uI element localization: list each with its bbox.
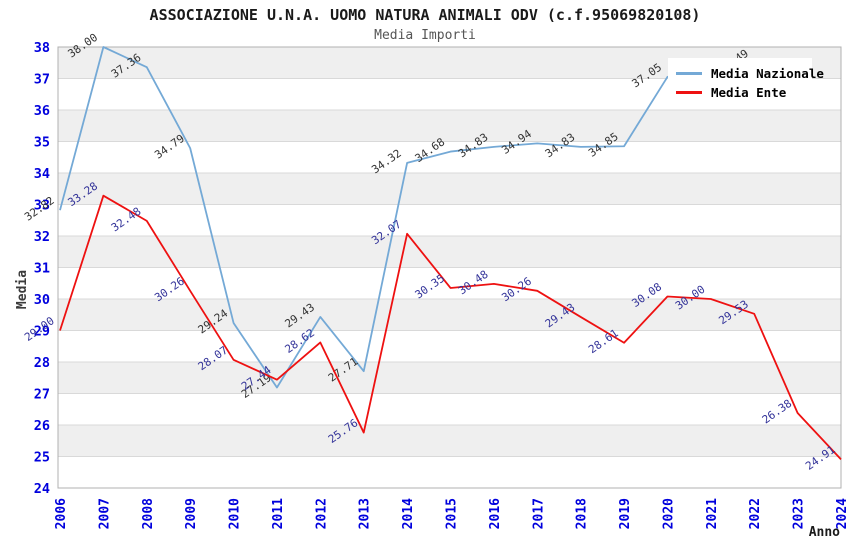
data-label: 29.00 <box>22 314 57 344</box>
x-tick-label: 2021 <box>705 498 720 529</box>
plot-border <box>57 46 842 489</box>
band <box>58 110 841 142</box>
chart-title: ASSOCIAZIONE U.N.A. UOMO NATURA ANIMALI … <box>149 6 701 24</box>
y-tick-label: 29 <box>34 324 50 340</box>
x-tick-label: 2010 <box>228 498 243 529</box>
y-tick-label: 31 <box>34 261 50 277</box>
band <box>58 299 841 331</box>
y-tick-label: 25 <box>34 450 50 466</box>
x-tick-label: 2024 <box>835 498 850 529</box>
x-tick-label: 2019 <box>618 498 633 529</box>
legend-label: Media Ente <box>711 85 787 100</box>
data-label: 30.48 <box>456 268 491 298</box>
x-tick-label: 2007 <box>97 498 112 529</box>
plot-bands <box>58 47 841 457</box>
y-tick-label: 24 <box>34 481 50 497</box>
band <box>58 362 841 394</box>
x-tick-label: 2011 <box>271 498 286 529</box>
media-ente-line <box>59 194 842 460</box>
band <box>58 425 841 457</box>
legend: Media Nazionale Media Ente <box>668 58 824 108</box>
data-label: 26.38 <box>760 397 795 427</box>
y-tick-label: 32 <box>34 229 50 245</box>
legend-label: Media Nazionale <box>711 66 824 81</box>
x-axis-title: Anno <box>809 525 840 540</box>
media-nazionale-line <box>59 46 755 389</box>
y-tick-label: 37 <box>34 72 50 88</box>
y-tick-label: 36 <box>34 103 50 119</box>
y-axis-tick-labels: 24 25 26 27 28 29 30 31 32 33 34 35 36 37 38 <box>34 40 50 497</box>
legend-item-media-nazionale: Media Nazionale <box>676 64 824 83</box>
y-tick-label: 30 <box>34 292 50 308</box>
y-tick-label: 38 <box>34 40 50 56</box>
media-nazionale-line-swatch-icon <box>676 72 702 75</box>
x-axis-tick-labels: 2006 2007 2008 2009 2010 2011 2012 2013 2014 2015… <box>54 498 850 529</box>
x-tick-label: 2009 <box>184 498 199 529</box>
x-tick-label: 2023 <box>792 498 807 529</box>
x-tick-label: 2022 <box>748 498 763 529</box>
y-tick-label: 34 <box>34 166 50 182</box>
x-tick-label: 2017 <box>531 498 546 529</box>
legend-item-media-ente: Media Ente <box>676 83 808 102</box>
band <box>58 236 841 268</box>
data-label: 34.32 <box>369 147 404 177</box>
band <box>58 173 841 205</box>
data-label: 30.35 <box>413 272 448 302</box>
y-axis-title: Media <box>15 270 30 309</box>
x-tick-label: 2012 <box>314 498 329 529</box>
x-tick-label: 2006 <box>54 498 69 529</box>
x-tick-label: 2008 <box>141 498 156 529</box>
x-tick-label: 2015 <box>445 498 460 529</box>
y-tick-label: 33 <box>34 198 50 214</box>
x-tick-label: 2014 <box>401 498 416 529</box>
y-tick-label: 28 <box>34 355 50 371</box>
x-tick-label: 2013 <box>358 498 373 529</box>
y-tick-label: 27 <box>34 387 50 403</box>
media-ente-line-swatch-icon <box>676 91 702 94</box>
x-tick-label: 2020 <box>661 498 676 529</box>
x-tick-label: 2018 <box>575 498 590 529</box>
y-tick-label: 35 <box>34 135 50 151</box>
x-tick-label: 2016 <box>488 498 503 529</box>
y-tick-label: 26 <box>34 418 50 434</box>
chart-subtitle: Media Importi <box>374 28 476 43</box>
